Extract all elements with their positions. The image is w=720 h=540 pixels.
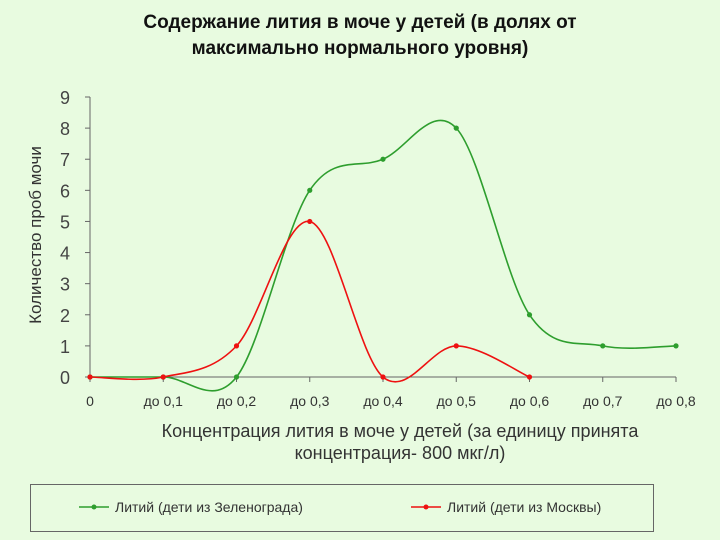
chart-title-line1: Содержание лития в моче у детей (в долях… — [143, 12, 577, 33]
data-point-series0 — [233, 374, 240, 380]
chart-title: Содержание лития в моче у детей (в долях… — [0, 10, 720, 62]
legend-swatch-green — [79, 504, 109, 510]
data-point-series1 — [233, 343, 240, 349]
legend-label-moscow: Литий (дети из Москвы) — [447, 499, 602, 515]
y-axis-label: Количество проб мочи — [26, 146, 45, 324]
data-point-series0 — [526, 312, 533, 318]
x-tick-label: до 0,7 — [583, 393, 623, 409]
x-tick-label: до 0,8 — [656, 393, 696, 409]
line-chart: 0 1 2 3 4 5 6 7 8 9 0 до 0,1 до 0,2 до 0,3 до 0,4 до 0,… — [60, 88, 696, 409]
data-point-series0 — [307, 187, 313, 193]
series-line-1 — [89, 220, 530, 383]
x-axis-label-line2: концентрация- 800 мкг/л) — [294, 443, 506, 463]
x-tick-label: до 0,1 — [144, 393, 184, 409]
x-axis-label-line1: Концентрация лития в моче у детей (за ед… — [161, 421, 639, 441]
y-tick-label: 0 — [60, 368, 70, 388]
data-point-series0 — [600, 343, 606, 349]
y-tick-label: 4 — [60, 244, 70, 264]
data-point-series1 — [526, 374, 533, 380]
x-tick-label: до 0,6 — [510, 393, 550, 409]
data-point-series0 — [453, 125, 459, 131]
chart-title-line2: максимально нормального уровня) — [191, 38, 529, 59]
data-point-series1 — [307, 218, 313, 225]
x-tick-label: до 0,3 — [290, 393, 330, 409]
y-tick-label: 3 — [60, 275, 70, 295]
x-tick-label: до 0,2 — [217, 393, 257, 409]
y-tick-label: 5 — [60, 212, 70, 232]
legend: Литий (дети из Зеленограда) Литий (дети … — [30, 484, 654, 532]
y-tick-label: 8 — [60, 119, 70, 139]
data-point-series1 — [87, 374, 93, 380]
data-point-series1 — [380, 374, 386, 380]
data-point-series1 — [160, 374, 166, 380]
x-tick-label: до 0,5 — [437, 393, 477, 409]
x-axis-label: Концентрация лития в моче у детей (за ед… — [100, 420, 700, 464]
data-point-series1 — [453, 343, 459, 349]
data-point-series0 — [673, 343, 679, 349]
y-tick-label: 6 — [60, 181, 70, 201]
y-tick-label: 9 — [60, 88, 70, 108]
legend-swatch-red — [411, 504, 441, 510]
data-point-series0 — [380, 156, 386, 162]
y-tick-label: 2 — [60, 306, 70, 326]
legend-item-moscow: Литий (дети из Москвы) — [411, 499, 601, 515]
legend-label-zelenograd: Литий (дети из Зеленограда) — [115, 499, 303, 515]
y-tick-label: 7 — [60, 150, 70, 170]
legend-item-zelenograd: Литий (дети из Зеленограда) — [79, 499, 303, 515]
x-tick-label: 0 — [86, 393, 94, 409]
y-tick-label: 1 — [60, 337, 70, 357]
x-tick-label: до 0,4 — [363, 393, 403, 409]
